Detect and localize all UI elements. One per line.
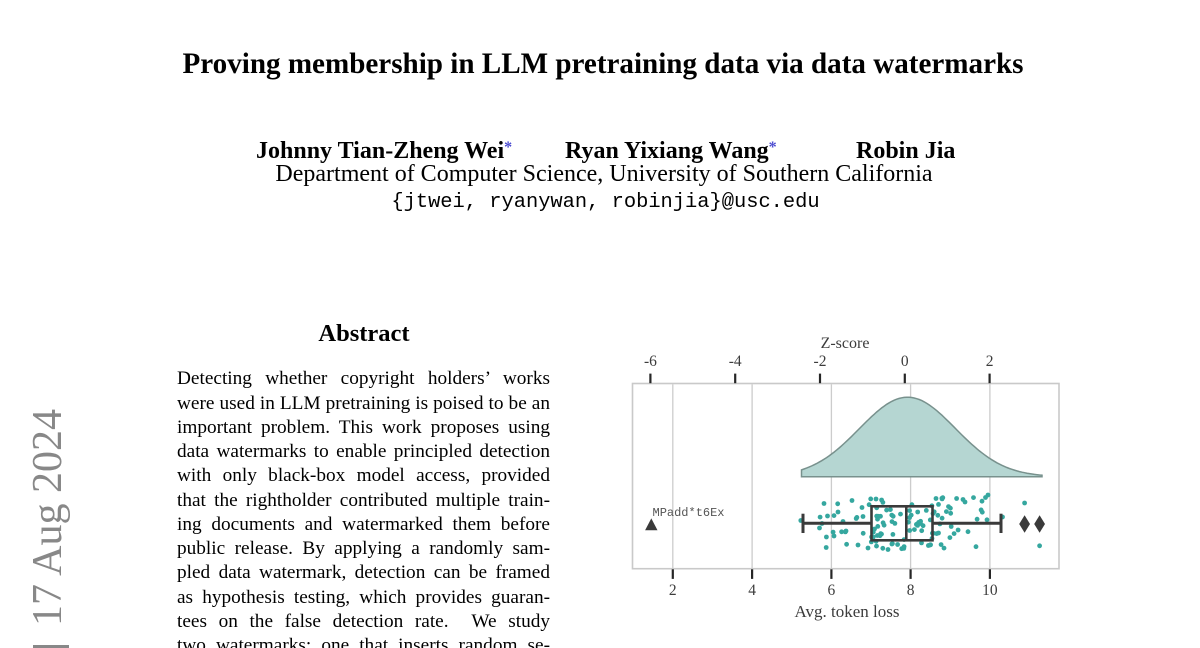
svg-text:-4: -4 bbox=[729, 353, 742, 370]
svg-text:0: 0 bbox=[901, 353, 909, 370]
svg-text:-2: -2 bbox=[814, 353, 827, 370]
svg-text:-6: -6 bbox=[644, 353, 657, 370]
svg-text:8: 8 bbox=[907, 582, 915, 599]
svg-text:MPadd*t6Ex: MPadd*t6Ex bbox=[653, 506, 725, 520]
svg-text:10: 10 bbox=[982, 582, 998, 599]
svg-text:4: 4 bbox=[748, 582, 756, 599]
svg-text:2: 2 bbox=[669, 582, 677, 599]
svg-text:Avg. token loss: Avg. token loss bbox=[795, 602, 900, 621]
svg-text:6: 6 bbox=[828, 582, 836, 599]
svg-text:2: 2 bbox=[986, 353, 994, 370]
svg-text:Z-score: Z-score bbox=[821, 335, 870, 352]
